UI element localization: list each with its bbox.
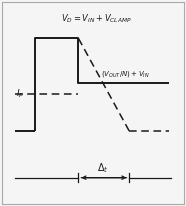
Text: $\Delta_t$: $\Delta_t$ bbox=[97, 162, 109, 176]
Text: $V_D = V_{IN} + V_{CLAMP}$: $V_D = V_{IN} + V_{CLAMP}$ bbox=[61, 12, 132, 25]
Text: $I_P$: $I_P$ bbox=[16, 88, 25, 100]
Text: $(V_{OUT}/N) + V_{IN}$: $(V_{OUT}/N) + V_{IN}$ bbox=[101, 69, 150, 79]
